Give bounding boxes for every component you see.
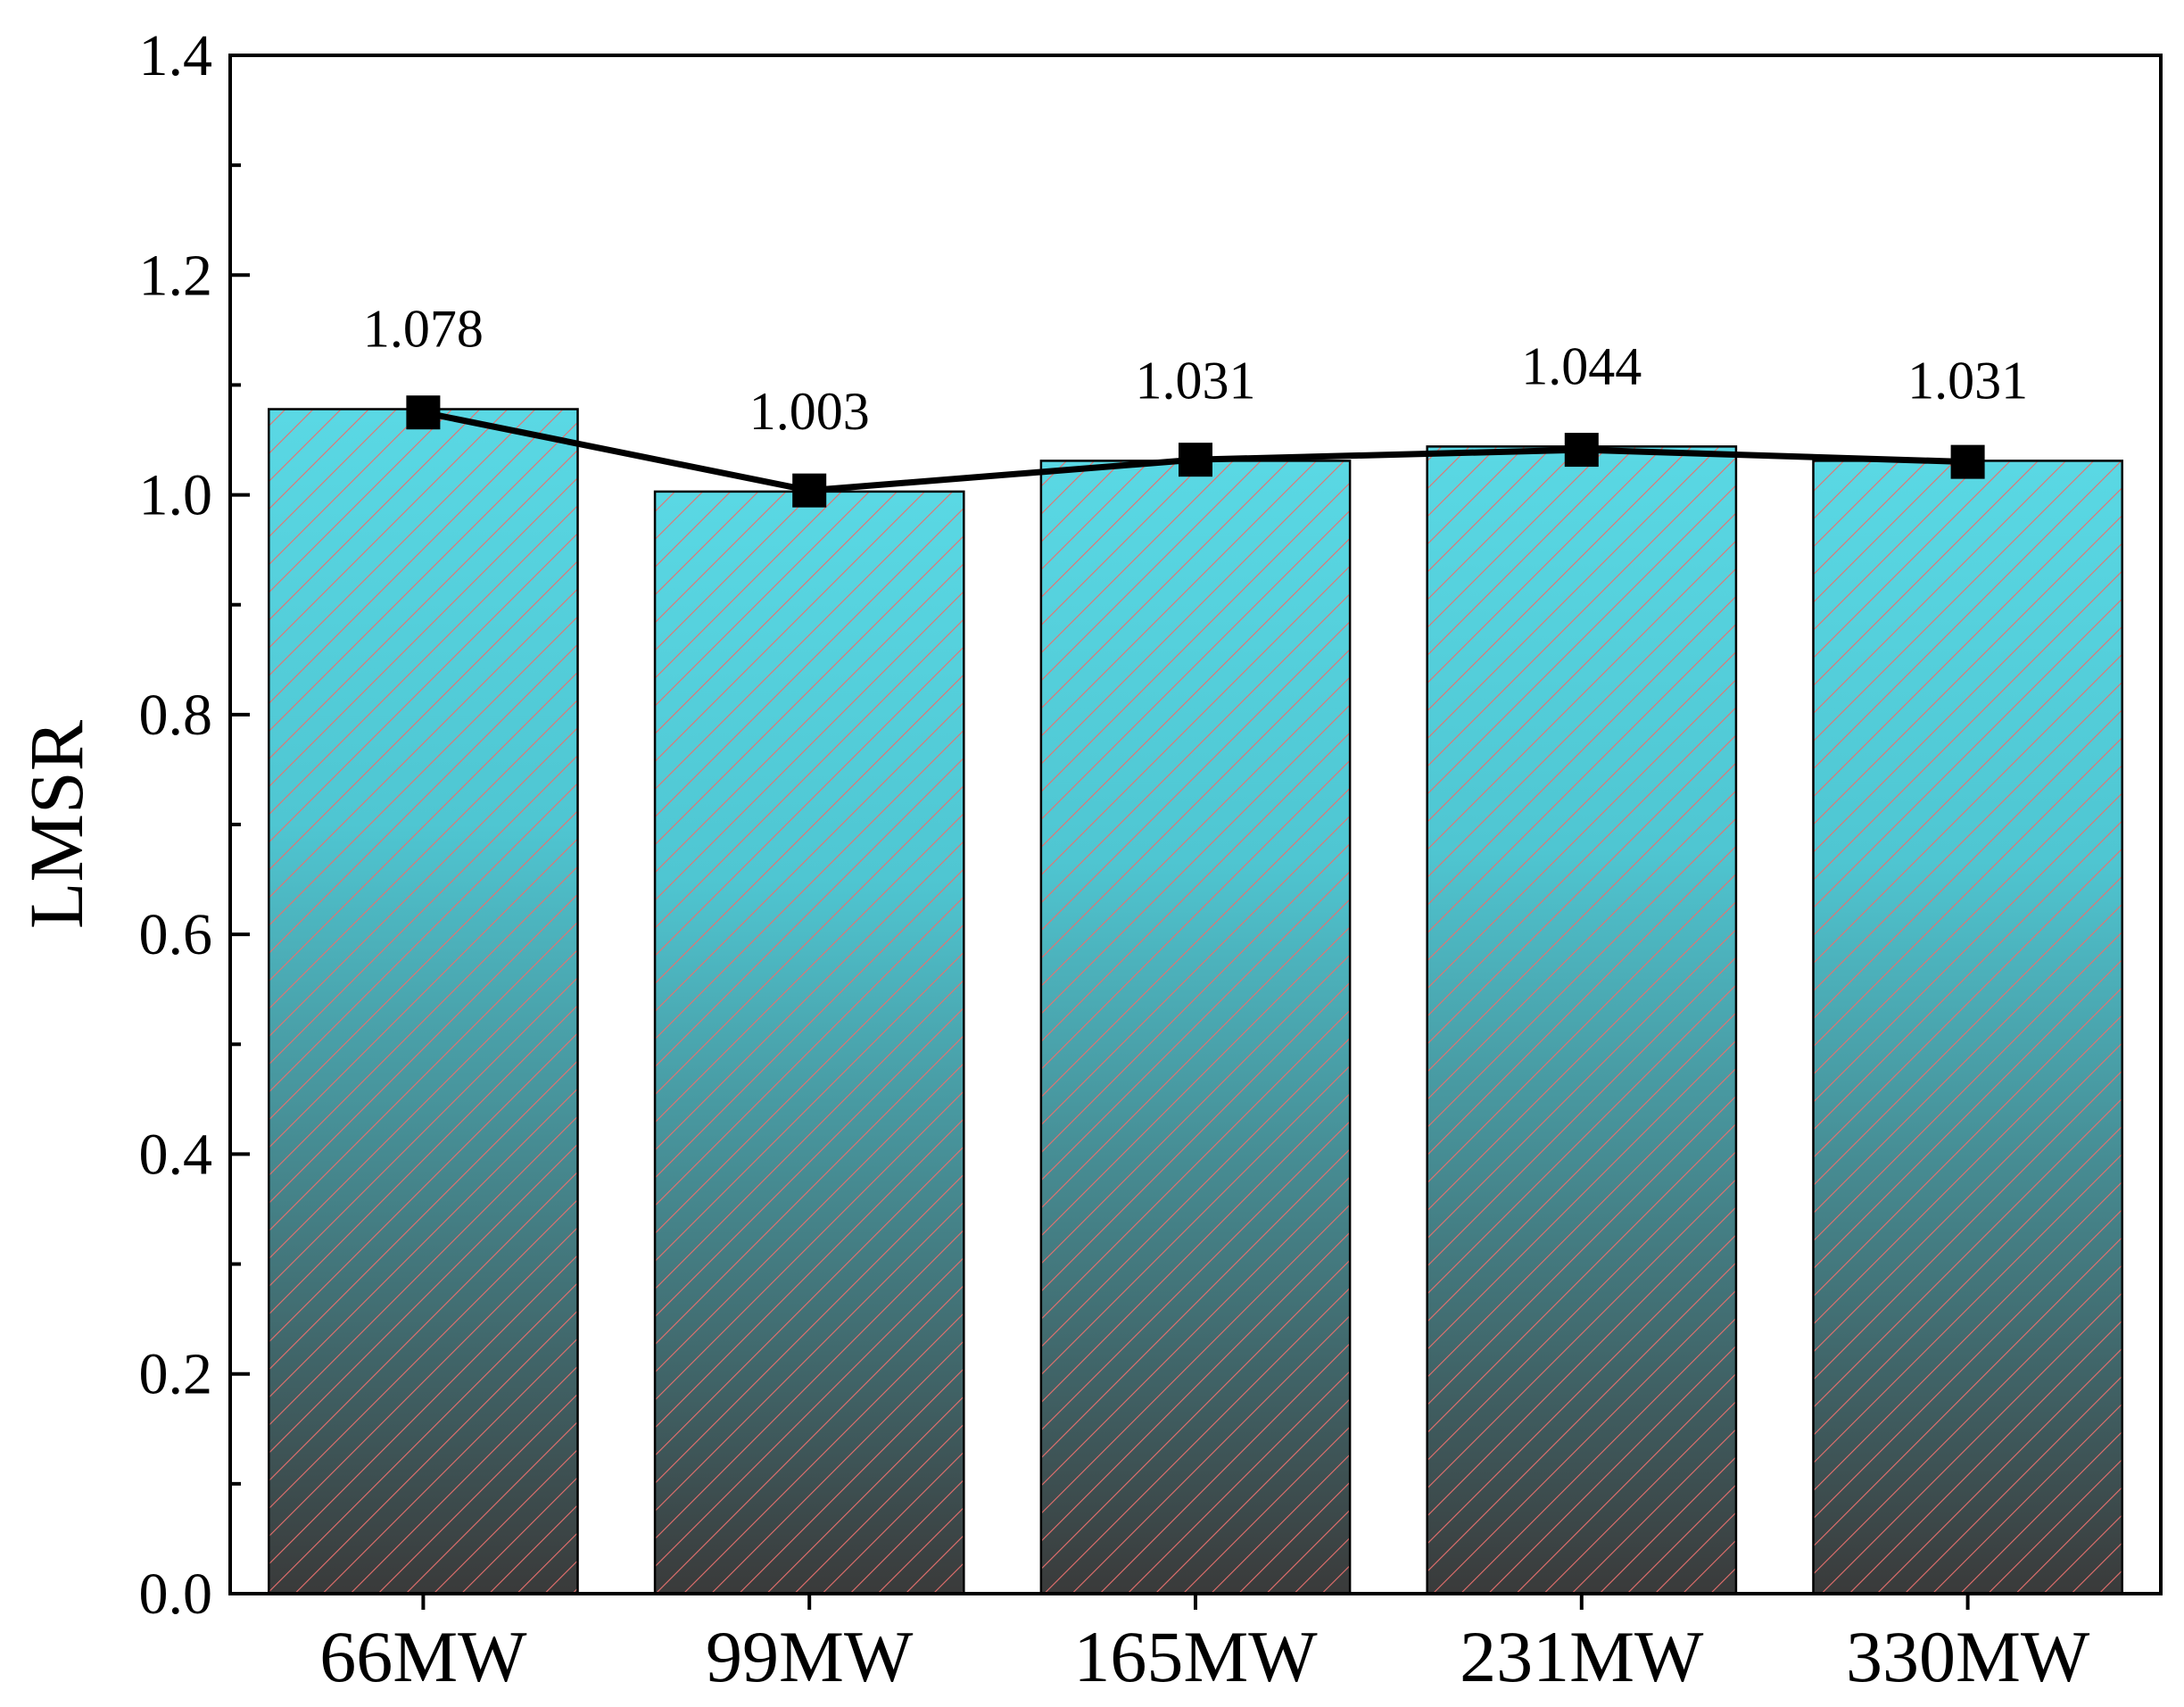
line-marker-165MW [1179,443,1212,477]
data-label-231MW: 1.044 [1521,336,1642,395]
line-marker-231MW [1564,433,1599,468]
x-tick-label-66MW: 66MW [319,1616,527,1697]
bar-66MW [268,408,579,1595]
y-tick-label: 0.0 [139,1562,213,1627]
data-label-99MW: 1.003 [749,382,870,441]
bar-hatch [268,408,579,1595]
bar-hatch [1812,460,2123,1595]
x-tick-label-99MW: 99MW [706,1616,914,1697]
bar-165MW [1039,460,1352,1595]
x-axis: 66MW 99MW 165MW 231MW 330MW [319,1594,2090,1697]
x-tick-label-165MW: 165MW [1073,1616,1318,1697]
line-marker-330MW [1950,444,1985,479]
x-tick-label-330MW: 330MW [1846,1616,2090,1697]
bar-hatch [1039,460,1352,1595]
data-label-165MW: 1.031 [1136,351,1256,410]
y-axis: 0.0 0.2 0.4 0.6 0.8 1.0 1.2 1.4 [139,23,250,1627]
plot-area: 1.078 1.003 1.031 1.044 1.031 [268,300,2123,1595]
y-tick-label: 0.8 [139,683,213,748]
x-tick-label-231MW: 231MW [1460,1616,1704,1697]
y-tick-label: 1.2 [139,243,213,308]
y-tick-label: 1.4 [139,23,213,88]
data-label-66MW: 1.078 [363,300,484,359]
y-tick-label: 0.2 [139,1342,213,1407]
line-marker-66MW [406,395,441,430]
bar-99MW [653,490,965,1595]
bar-hatch [1426,445,1738,1595]
bar-hatch [653,490,965,1595]
y-axis-title: LMSR [13,719,99,929]
y-tick-label: 1.0 [139,463,213,528]
line-marker-99MW [792,473,827,508]
y-tick-label: 0.6 [139,902,213,967]
data-label-330MW: 1.031 [1907,351,2028,410]
bar-231MW [1426,445,1738,1595]
y-tick-label: 0.4 [139,1122,213,1187]
bar-330MW [1812,460,2123,1595]
